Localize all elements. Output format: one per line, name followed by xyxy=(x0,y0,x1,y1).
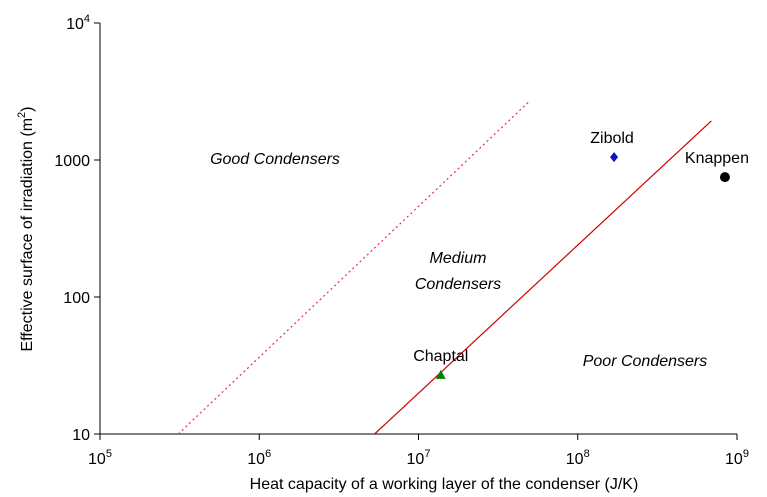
y-axis-label: Effective surface of irradiation (m2) xyxy=(16,106,36,351)
point xyxy=(610,152,619,163)
x-axis-label: Heat capacity of a working layer of the … xyxy=(250,476,639,493)
region-label: Poor Condensers xyxy=(583,353,708,370)
point xyxy=(719,172,730,183)
y-tick-label: 104 xyxy=(66,13,90,33)
y-tick-label: 1000 xyxy=(54,153,90,170)
point-label: Knappen xyxy=(685,150,749,167)
x-tick-label: 105 xyxy=(88,448,112,468)
x-tick-label: 106 xyxy=(247,448,271,468)
boundary-line xyxy=(177,100,531,435)
x-tick-label: 109 xyxy=(725,448,749,468)
x-tick-label: 107 xyxy=(407,448,431,468)
x-tick-label: 108 xyxy=(566,448,590,468)
y-tick-label: 10 xyxy=(72,427,90,444)
region-label: Medium Condensers xyxy=(415,250,501,293)
region-label: Good Condensers xyxy=(210,151,340,168)
point-label: Zibold xyxy=(590,130,634,147)
boundary-line xyxy=(374,120,712,435)
point-label: Chaptal xyxy=(413,348,468,365)
point xyxy=(435,369,446,379)
y-tick-label: 100 xyxy=(63,290,90,307)
